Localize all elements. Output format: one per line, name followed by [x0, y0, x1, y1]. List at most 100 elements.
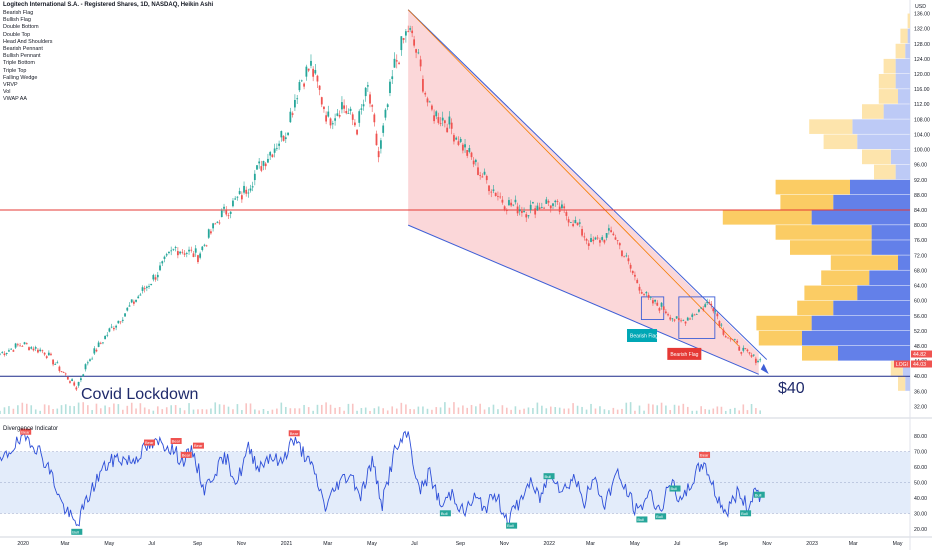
candle-body-327: [718, 321, 721, 326]
candle-body-49: [106, 334, 109, 336]
candle-body-45: [97, 342, 100, 347]
indicator-item[interactable]: Head And Shoulders: [3, 38, 53, 45]
time-tick-13: Mar: [586, 541, 595, 547]
volume-bar-268: [590, 403, 592, 414]
indicator-item[interactable]: Bearish Pennant: [3, 46, 43, 53]
volume-bar-302: [665, 405, 667, 414]
candle-body-277: [610, 230, 613, 233]
volume-bar-254: [558, 407, 561, 414]
time-tick-17: Nov: [762, 541, 772, 547]
bear-marker-3: Bear: [182, 453, 191, 458]
candle-body-332: [729, 338, 732, 340]
candle-body-201: [441, 117, 444, 121]
volume-bar-242: [532, 408, 534, 414]
candle-body-323: [710, 303, 713, 306]
candle-body-252: [554, 200, 557, 203]
candle-body-81: [176, 251, 179, 256]
volume-bar-212: [466, 407, 468, 414]
volume-bar-22: [48, 405, 50, 414]
candle-body-128: [280, 131, 283, 138]
candle-body-5: [10, 348, 13, 350]
volume-bar-316: [695, 410, 698, 414]
candle-body-181: [398, 62, 400, 64]
candle-body-239: [525, 214, 528, 218]
candle-body-269: [592, 239, 595, 242]
candle-body-80: [174, 247, 177, 248]
volume-bar-340: [746, 410, 749, 414]
volume-profile-down-6: [862, 104, 884, 119]
candle-body-168: [369, 94, 371, 104]
candle-body-14: [30, 347, 33, 349]
volume-profile-up-23: [902, 361, 910, 376]
candle-body-98: [214, 223, 217, 225]
volume-bar-218: [479, 403, 481, 414]
volume-bar-280: [616, 409, 619, 414]
candle-body-4: [8, 350, 10, 352]
volume-bar-106: [232, 409, 234, 414]
candle-body-245: [538, 207, 541, 210]
price-tick-11: 92.00: [914, 178, 927, 184]
indicator-item[interactable]: Double Top: [3, 31, 31, 38]
time-tick-10: Sep: [456, 541, 465, 547]
candle-body-130: [284, 137, 287, 140]
volume-profile-up-16: [898, 255, 910, 270]
candle-body-236: [518, 209, 521, 212]
candle-body-140: [307, 68, 310, 71]
price-tick-6: 112.00: [914, 102, 930, 108]
candle-body-107: [234, 198, 237, 200]
indicator-item[interactable]: Falling Wedge: [3, 74, 38, 81]
indicator-item[interactable]: VWAP AA: [3, 96, 27, 103]
candle-body-89: [194, 248, 197, 253]
indicator-item[interactable]: Double Bottom: [3, 24, 39, 31]
indicator-item[interactable]: Triple Bottom: [3, 60, 35, 67]
candle-body-20: [43, 352, 46, 355]
price-tick-12: 88.00: [914, 193, 927, 199]
candle-body-122: [267, 158, 269, 163]
candle-body-6: [12, 350, 15, 352]
volume-bar-196: [431, 409, 433, 414]
candle-body-193: [424, 93, 427, 95]
volume-profile-up-18: [857, 285, 910, 301]
indicator-item[interactable]: Bearish Flag: [3, 10, 34, 16]
time-tick-0: 2020: [17, 541, 29, 547]
bear-marker-bg-4: [192, 442, 204, 449]
volume-bar-20: [43, 404, 46, 414]
volume-bar-266: [585, 409, 588, 414]
divergence-title: Divergence Indicator: [3, 426, 59, 432]
candle-body-219: [481, 176, 484, 178]
candle-body-304: [669, 317, 672, 320]
price-tick-1: 132.00: [914, 27, 930, 33]
indicator-item[interactable]: Vol: [3, 89, 11, 96]
candle-body-312: [686, 317, 689, 321]
candle-body-95: [207, 229, 210, 238]
candle-body-336: [738, 346, 741, 351]
candle-body-244: [536, 205, 539, 211]
volume-bar-168: [369, 410, 371, 414]
candle-body-48: [104, 335, 107, 340]
candle-body-83: [181, 251, 184, 253]
volume-bar-114: [249, 403, 252, 414]
indicator-item[interactable]: Bullish Flag: [3, 17, 31, 24]
volume-profile-up-10: [895, 164, 910, 180]
candle-body-314: [691, 314, 694, 317]
candle-body-260: [572, 224, 575, 227]
bull-marker-bg-7: [740, 510, 752, 517]
bearish-flag-label-2: Bearish Flag: [670, 352, 698, 358]
candle-body-222: [488, 185, 490, 192]
volume-profile-up-15: [871, 240, 910, 255]
bear-marker-5: Bear: [290, 431, 299, 436]
candle-body-166: [364, 87, 367, 97]
volume-profile-up-20: [811, 315, 910, 331]
candle-body-203: [446, 127, 449, 133]
candle-body-273: [601, 237, 604, 240]
bear-marker-bg-2: [170, 438, 182, 444]
indicator-item[interactable]: VRVP: [3, 82, 18, 89]
candle-body-135: [296, 98, 299, 100]
candle-body-341: [748, 352, 751, 354]
volume-bar-100: [218, 404, 221, 414]
candle-body-263: [578, 222, 581, 224]
indicator-item[interactable]: Triple Top: [3, 67, 27, 74]
candle-body-100: [218, 222, 221, 224]
indicator-item[interactable]: Bullish Pennant: [3, 53, 41, 60]
